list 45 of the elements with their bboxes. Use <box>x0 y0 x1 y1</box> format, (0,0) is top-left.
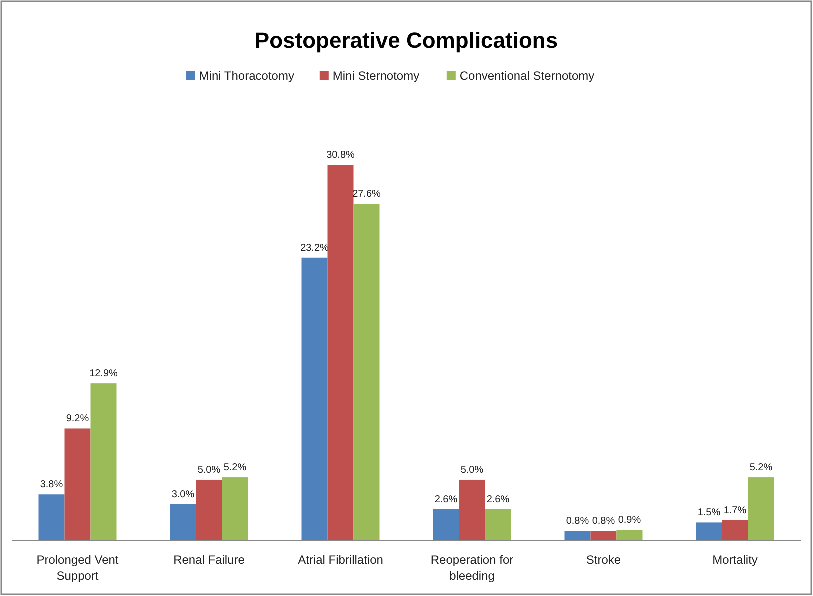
data-label: 9.2% <box>66 414 90 425</box>
x-tick-label: Atrial Fibrillation <box>298 553 384 567</box>
bar <box>170 504 196 541</box>
data-label: 3.8% <box>40 480 64 491</box>
bar <box>64 428 91 541</box>
data-label: 2.6% <box>434 494 458 506</box>
legend-label: Mini Thoracotomy <box>199 69 294 83</box>
x-tick-label: Stroke <box>586 553 622 567</box>
chart-title: Postoperative Complications <box>254 28 558 53</box>
bar <box>485 509 512 541</box>
bar <box>590 531 617 541</box>
data-label: 5.0% <box>460 464 484 476</box>
bar <box>196 480 222 541</box>
bar <box>564 531 591 541</box>
legend-label: Conventional Sternotomy <box>460 69 595 83</box>
data-label: 12.9% <box>90 368 118 380</box>
bar <box>302 258 328 541</box>
x-tick-label: Reoperation for bleeding <box>430 553 514 583</box>
data-label: 30.8% <box>326 150 356 162</box>
data-label: 1.5% <box>698 508 721 519</box>
bar <box>722 520 748 541</box>
data-label: 0.9% <box>618 515 642 526</box>
bar <box>616 530 643 541</box>
bar <box>433 509 460 541</box>
data-label: 1.7% <box>724 505 747 516</box>
bar <box>696 522 722 541</box>
bar <box>354 204 380 541</box>
x-tick-label: Prolonged Vent Support <box>36 553 120 583</box>
data-label: 0.8% <box>566 516 590 528</box>
data-label: 3.0% <box>172 489 195 500</box>
data-label: 5.2% <box>224 462 247 474</box>
data-label: 2.6% <box>486 494 510 506</box>
bar <box>748 478 774 541</box>
data-label: 23.2% <box>300 242 330 254</box>
bar <box>38 494 65 541</box>
bar <box>90 384 117 541</box>
data-label: 5.2% <box>750 462 773 474</box>
bar <box>222 478 248 541</box>
data-label: 0.8% <box>592 516 616 528</box>
bar <box>328 165 354 541</box>
x-tick-label: Mortality <box>712 553 758 567</box>
bar <box>459 480 486 541</box>
x-tick-label: Renal Failure <box>174 553 246 567</box>
data-label: 5.0% <box>198 464 221 476</box>
legend-label: Mini Sternotomy <box>332 69 420 83</box>
